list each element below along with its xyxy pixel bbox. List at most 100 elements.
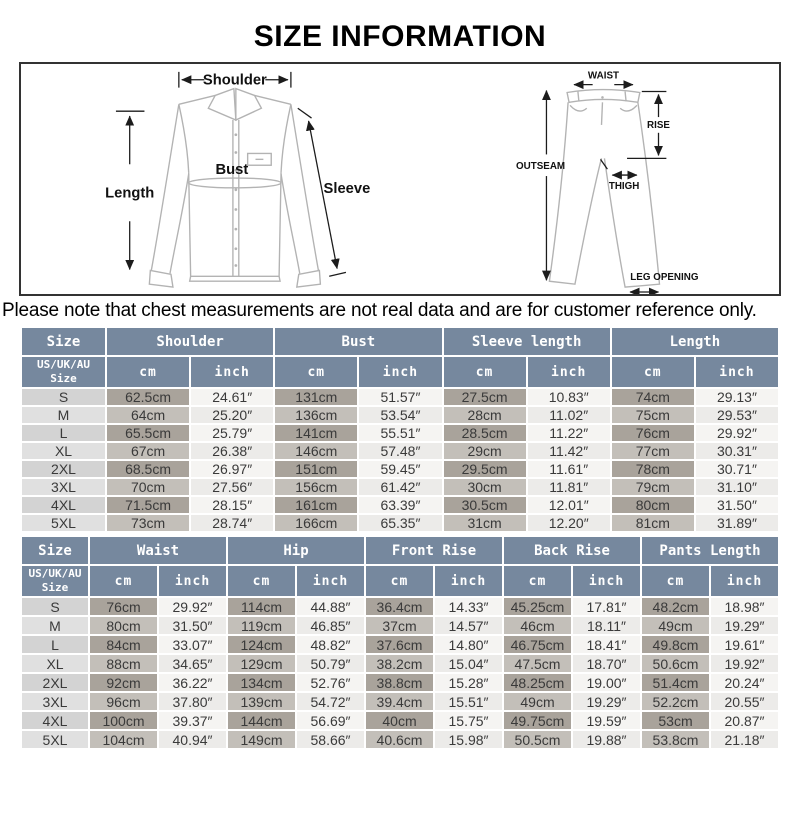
cm-cell: 28.5cm bbox=[441, 423, 528, 443]
inch-cell: 57.48″ bbox=[357, 441, 444, 461]
length-label: Length bbox=[105, 186, 154, 202]
cm-cell: 73cm bbox=[104, 513, 192, 533]
cm-unit-header-cell: cm bbox=[226, 564, 297, 598]
cm-unit-header-cell: cm bbox=[640, 564, 711, 598]
inch-cell: 31.10″ bbox=[693, 477, 781, 497]
cm-cell: 92cm bbox=[88, 672, 159, 693]
cm-cell: 65.5cm bbox=[104, 423, 192, 443]
cm-cell: 39.4cm bbox=[364, 691, 435, 712]
inch-cell: 19.88″ bbox=[571, 729, 642, 750]
cm-cell: 144cm bbox=[226, 710, 297, 731]
cm-cell: 53.8cm bbox=[640, 729, 711, 750]
cm-cell: 76cm bbox=[88, 596, 159, 617]
inch-cell: 11.42″ bbox=[525, 441, 612, 461]
inch-cell: 15.98″ bbox=[433, 729, 504, 750]
size-cell: 4XL bbox=[20, 495, 107, 515]
cm-cell: 79cm bbox=[609, 477, 696, 497]
size-cell: XL bbox=[20, 441, 107, 461]
cm-cell: 78cm bbox=[609, 459, 696, 479]
page-title: SIZE INFORMATION bbox=[253, 20, 547, 53]
cm-cell: 146cm bbox=[273, 441, 360, 461]
inch-cell: 29.53″ bbox=[693, 405, 781, 425]
inch-cell: 29.92″ bbox=[157, 596, 228, 617]
size-cell: 2XL bbox=[20, 459, 107, 479]
size-cell: 3XL bbox=[20, 691, 90, 712]
cm-cell: 40.6cm bbox=[364, 729, 435, 750]
shirt-buttons bbox=[234, 133, 238, 267]
cm-unit-header-cell: cm bbox=[364, 564, 435, 598]
group-header-cell: Waist bbox=[88, 535, 228, 566]
table-row: 2XL 68.5cm 26.97″ 151cm 59.45″ 29.5cm 11.61″ 78… bbox=[20, 459, 781, 479]
size-cell: 5XL bbox=[20, 513, 107, 533]
inch-cell: 15.75″ bbox=[433, 710, 504, 731]
inch-cell: 18.11″ bbox=[571, 615, 642, 636]
inch-cell: 31.89″ bbox=[693, 513, 781, 533]
cm-cell: 80cm bbox=[88, 615, 159, 636]
leg-opening-label: LEG OPENING bbox=[630, 272, 699, 283]
table-row: 4XL 71.5cm 28.15″ 161cm 63.39″ 30.5cm 12.01″ 80… bbox=[20, 495, 781, 515]
inch-cell: 17.81″ bbox=[571, 596, 642, 617]
inch-cell: 65.35″ bbox=[357, 513, 444, 533]
cm-cell: 29cm bbox=[441, 441, 528, 461]
inch-cell: 36.22″ bbox=[157, 672, 228, 693]
header-row-groups: Size Waist Hip Front Rise Back Rise Pants Len… bbox=[20, 535, 780, 566]
group-header-cell: Hip bbox=[226, 535, 366, 566]
inch-cell: 37.80″ bbox=[157, 691, 228, 712]
inch-unit-header-cell: inch bbox=[295, 564, 366, 598]
cm-unit-header-cell: cm bbox=[88, 564, 159, 598]
cm-cell: 156cm bbox=[273, 477, 360, 497]
inch-cell: 15.04″ bbox=[433, 653, 504, 674]
cm-cell: 88cm bbox=[88, 653, 159, 674]
cm-cell: 49.75cm bbox=[502, 710, 573, 731]
size-cell: L bbox=[20, 423, 107, 443]
cm-cell: 52.2cm bbox=[640, 691, 711, 712]
cm-cell: 71.5cm bbox=[104, 495, 192, 515]
cm-cell: 50.5cm bbox=[502, 729, 573, 750]
rise-label: RISE bbox=[647, 120, 670, 131]
cm-unit-header-cell: cm bbox=[609, 355, 696, 389]
waist-label: WAIST bbox=[588, 71, 619, 82]
inch-unit-header-cell: inch bbox=[157, 564, 228, 598]
cm-cell: 38.2cm bbox=[364, 653, 435, 674]
inch-cell: 29.13″ bbox=[693, 387, 781, 407]
inch-cell: 53.54″ bbox=[357, 405, 444, 425]
group-header-cell: Length bbox=[609, 326, 781, 357]
cm-cell: 49cm bbox=[502, 691, 573, 712]
cm-cell: 129cm bbox=[226, 653, 297, 674]
cm-cell: 70cm bbox=[104, 477, 192, 497]
inch-cell: 48.82″ bbox=[295, 634, 366, 655]
inch-cell: 20.87″ bbox=[709, 710, 780, 731]
inch-unit-header-cell: inch bbox=[709, 564, 780, 598]
inch-cell: 29.92″ bbox=[693, 423, 781, 443]
inch-cell: 24.61″ bbox=[189, 387, 276, 407]
table-row: 5XL 73cm 28.74″ 166cm 65.35″ 31cm 12.20″ 81cm 31… bbox=[20, 513, 781, 533]
inch-cell: 54.72″ bbox=[295, 691, 366, 712]
inch-cell: 40.94″ bbox=[157, 729, 228, 750]
group-header-cell: Front Rise bbox=[364, 535, 504, 566]
table-row: 2XL 92cm 36.22″ 134cm 52.76″ 38.8cm 15.28″ 48.2… bbox=[20, 672, 780, 693]
cm-cell: 40cm bbox=[364, 710, 435, 731]
header-row-units: US/UK/AU Size cm inch cm inch cm inch cm inch bbox=[20, 355, 781, 389]
inch-unit-header-cell: inch bbox=[357, 355, 444, 389]
cm-cell: 48.25cm bbox=[502, 672, 573, 693]
shoulder-label: Shoulder bbox=[203, 73, 267, 89]
inch-cell: 59.45″ bbox=[357, 459, 444, 479]
shirt-diagram: Shoulder Length Bust Sleeve bbox=[105, 71, 371, 288]
size-subheader-cell: US/UK/AU Size bbox=[20, 564, 90, 598]
inch-cell: 18.41″ bbox=[571, 634, 642, 655]
shirt-outline bbox=[150, 94, 320, 282]
note-text: Please note that chest measurements are … bbox=[2, 300, 757, 321]
cm-cell: 29.5cm bbox=[441, 459, 528, 479]
table-row: 5XL 104cm 40.94″ 149cm 58.66″ 40.6cm 15.98″ 50.… bbox=[20, 729, 780, 750]
outseam-label: OUTSEAM bbox=[516, 161, 565, 172]
header-row-units: US/UK/AU Size cm inch cm inch cm inch cm inch cm i… bbox=[20, 564, 780, 598]
sleeve-label: Sleeve bbox=[324, 181, 371, 197]
cm-cell: 46.75cm bbox=[502, 634, 573, 655]
inch-cell: 52.76″ bbox=[295, 672, 366, 693]
cm-cell: 45.25cm bbox=[502, 596, 573, 617]
table-row: L 65.5cm 25.79″ 141cm 55.51″ 28.5cm 11.22″ 76cm… bbox=[20, 423, 781, 443]
group-header-cell: Pants Length bbox=[640, 535, 780, 566]
pants-button bbox=[601, 96, 604, 99]
shirt-measure-arrows bbox=[115, 71, 347, 277]
cm-cell: 37cm bbox=[364, 615, 435, 636]
